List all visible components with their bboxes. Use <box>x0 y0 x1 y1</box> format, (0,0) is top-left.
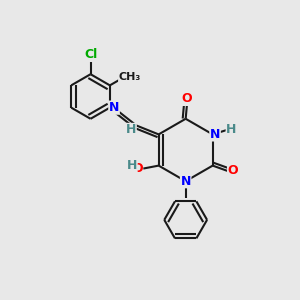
Text: CH₃: CH₃ <box>118 72 141 82</box>
Text: Cl: Cl <box>84 48 97 62</box>
Text: H: H <box>127 158 137 172</box>
Text: H: H <box>126 123 136 136</box>
Text: H: H <box>226 123 237 136</box>
Text: O: O <box>182 92 193 105</box>
Text: O: O <box>228 164 238 178</box>
Text: N: N <box>109 101 119 114</box>
Text: N: N <box>181 175 191 188</box>
Text: O: O <box>132 162 142 175</box>
Text: N: N <box>210 128 220 141</box>
